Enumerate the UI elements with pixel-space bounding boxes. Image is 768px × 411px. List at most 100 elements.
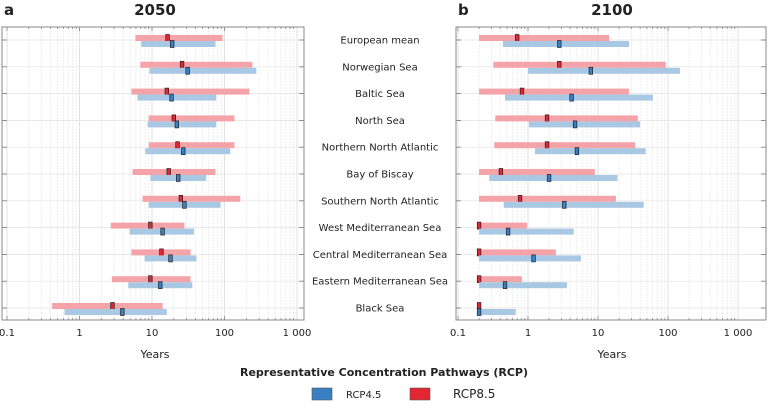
legend-swatch-rcp85 <box>409 387 431 401</box>
legend-title: Representative Concentration Pathways (R… <box>240 366 528 379</box>
median-marker-rcp45 <box>476 308 482 316</box>
range-bar-rcp85 <box>135 35 223 41</box>
median-marker-rcp85 <box>159 248 164 257</box>
plot-frame <box>455 26 767 321</box>
median-marker-rcp85 <box>148 221 153 230</box>
category-label: West Mediterranean Sea <box>319 223 442 234</box>
median-marker-rcp85 <box>110 302 115 310</box>
median-marker-rcp45 <box>158 281 163 290</box>
category-label: Southern North Atlantic <box>321 196 439 207</box>
category-label: Norwegian Sea <box>342 62 417 73</box>
median-marker-rcp85 <box>519 87 525 96</box>
x-tick-label: 10 <box>592 328 605 339</box>
range-bar-rcp45 <box>489 175 618 181</box>
median-marker-rcp45 <box>160 227 165 236</box>
range-bar-rcp85 <box>493 61 666 68</box>
median-marker-rcp45 <box>574 147 580 156</box>
median-marker-rcp85 <box>544 114 550 123</box>
median-marker-rcp45 <box>505 227 511 236</box>
range-bar-rcp85 <box>479 276 522 283</box>
x-tick-label: 100 <box>215 328 234 339</box>
range-bar-rcp45 <box>535 148 646 155</box>
range-bar-rcp85 <box>479 195 616 202</box>
median-marker-rcp85 <box>178 194 184 203</box>
range-bar-rcp85 <box>479 88 629 95</box>
x-axis-label: Years <box>596 348 626 361</box>
median-marker-rcp85 <box>165 34 170 42</box>
category-label: Northern North Atlantic <box>322 143 439 154</box>
median-marker-rcp85 <box>557 60 562 69</box>
range-bar-rcp45 <box>479 255 581 262</box>
median-marker-rcp45 <box>557 40 562 48</box>
x-tick-label: 1 000 <box>283 328 312 339</box>
category-label: Baltic Sea <box>355 89 405 100</box>
panel-letter: b <box>458 1 469 19</box>
x-tick-label: 0.1 <box>450 328 466 339</box>
category-label: Eastern Mediterranean Sea <box>312 277 448 288</box>
range-bar-rcp85 <box>110 222 185 229</box>
range-bar-rcp45 <box>528 121 641 128</box>
x-axis-label: Years <box>139 348 169 361</box>
range-bar-rcp85 <box>495 115 638 122</box>
median-marker-rcp45 <box>588 66 593 75</box>
range-bar-rcp85 <box>148 115 235 122</box>
range-bar-rcp85 <box>52 303 163 309</box>
median-marker-rcp45 <box>182 200 187 209</box>
median-marker-rcp85 <box>515 34 520 42</box>
range-bar-rcp45 <box>528 67 680 74</box>
median-marker-rcp45 <box>562 200 567 209</box>
median-marker-rcp45 <box>569 93 574 102</box>
range-bar-rcp45 <box>503 201 644 208</box>
median-marker-rcp45 <box>176 174 181 182</box>
median-marker-rcp85 <box>179 60 185 69</box>
range-bar-rcp45 <box>149 67 257 74</box>
range-bar-rcp45 <box>503 41 629 47</box>
panel-2100: b 2100 0.1 1 10 100 1 000 Years <box>450 1 767 361</box>
median-marker-rcp45 <box>546 174 552 182</box>
median-marker-rcp45 <box>168 254 173 263</box>
category-label: North Sea <box>355 116 405 127</box>
median-marker-rcp45 <box>174 120 179 129</box>
range-bar-rcp45 <box>145 148 231 155</box>
legend-label-rcp85: RCP8.5 <box>453 387 495 401</box>
median-marker-rcp45 <box>572 120 578 129</box>
median-marker-rcp45 <box>531 254 536 263</box>
range-bar-rcp85 <box>479 35 610 41</box>
median-marker-rcp85 <box>148 275 153 284</box>
category-label: European mean <box>340 36 419 47</box>
range-bar-rcp45 <box>479 282 567 289</box>
median-marker-rcp45 <box>120 308 125 316</box>
panel-title: 2100 <box>591 1 633 19</box>
median-marker-rcp85 <box>476 275 482 284</box>
x-tick-label: 0.1 <box>0 328 15 339</box>
median-marker-rcp85 <box>517 194 523 203</box>
range-bar-rcp85 <box>479 249 556 256</box>
range-bar-rcp45 <box>64 309 167 315</box>
plot-frame <box>1 26 305 321</box>
panel-title: 2050 <box>134 1 176 19</box>
range-bar-rcp85 <box>148 142 235 149</box>
range-bar-rcp85 <box>479 169 595 175</box>
median-marker-rcp85 <box>476 248 482 257</box>
median-marker-rcp85 <box>498 168 504 176</box>
median-marker-rcp45 <box>185 66 190 75</box>
range-bar-rcp45 <box>137 94 217 101</box>
range-bar-rcp85 <box>494 142 636 149</box>
range-bar-rcp45 <box>141 41 216 47</box>
range-bar-rcp85 <box>142 195 241 202</box>
legend-swatch-rcp45 <box>311 387 333 401</box>
category-label: Black Sea <box>356 304 405 315</box>
median-marker-rcp85 <box>166 168 171 176</box>
x-tick-label: 100 <box>658 328 677 339</box>
panel-letter: a <box>4 1 14 19</box>
median-marker-rcp85 <box>476 221 482 230</box>
range-bar-rcp45 <box>479 228 574 235</box>
median-marker-rcp45 <box>170 40 175 48</box>
category-label: Central Mediterranean Sea <box>313 250 448 261</box>
range-bar-rcp85 <box>140 61 253 68</box>
panel-2050: a 2050 0.1 1 10 100 1 000 Years <box>0 1 311 361</box>
range-bar-rcp45 <box>479 309 516 315</box>
range-bar-rcp85 <box>132 169 216 175</box>
range-bar-rcp45 <box>505 94 653 101</box>
